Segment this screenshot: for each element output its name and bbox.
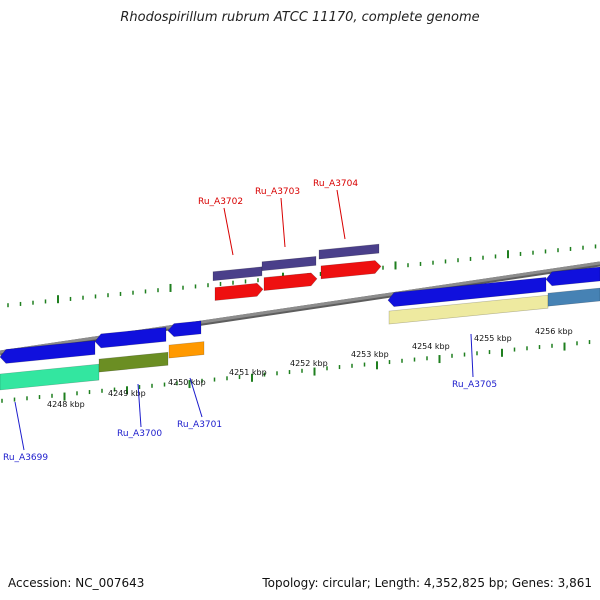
leader-line — [223, 207, 234, 256]
scale-label: 4250 kbp — [168, 378, 206, 387]
feature-band — [318, 243, 380, 260]
scale-label: 4251 kbp — [229, 368, 267, 377]
scale-label: 4248 kbp — [47, 400, 85, 409]
scale-label: 4255 kbp — [474, 334, 512, 343]
leader-line — [470, 333, 474, 378]
scale-label: 4254 kbp — [412, 342, 450, 351]
gene-label-Ru_A3704: Ru_A3704 — [313, 179, 358, 189]
gene-Ru_A3700 — [94, 327, 167, 349]
feature-band — [545, 266, 600, 287]
gene-label-Ru_A3701: Ru_A3701 — [177, 420, 222, 430]
gene-Ru_A3699 — [0, 340, 96, 364]
gene-Ru_A3702 — [214, 282, 264, 301]
gene-label-Ru_A3700: Ru_A3700 — [117, 429, 162, 439]
genome-summary-text: Topology: circular; Length: 4,352,825 bp… — [262, 576, 592, 590]
gene-Ru_A3703 — [263, 272, 318, 291]
gene-label-Ru_A3699: Ru_A3699 — [3, 453, 48, 463]
scale-label: 4252 kbp — [290, 359, 328, 368]
scale-label: 4253 kbp — [351, 350, 389, 359]
leader-line — [189, 377, 203, 418]
gene-label-Ru_A3705: Ru_A3705 — [452, 380, 497, 390]
genome-title: Rhodospirillum rubrum ATCC 11170, comple… — [120, 10, 480, 25]
gene-label-Ru_A3703: Ru_A3703 — [255, 187, 300, 197]
leader-line — [137, 383, 142, 428]
scale-label: 4249 kbp — [108, 389, 146, 398]
feature-band — [98, 351, 169, 373]
leader-line — [336, 189, 346, 240]
leader-line — [280, 197, 286, 248]
feature-band — [212, 266, 263, 282]
feature-band — [547, 287, 600, 307]
leader-line — [14, 401, 25, 451]
feature-band — [0, 363, 100, 391]
feature-band — [261, 256, 317, 272]
feature-band — [168, 341, 205, 359]
accession-text: Accession: NC_007643 — [8, 576, 145, 590]
scale-label: 4256 kbp — [535, 327, 573, 336]
feature-band — [388, 294, 549, 325]
gene-label-Ru_A3702: Ru_A3702 — [198, 197, 243, 207]
gene-Ru_A3704 — [320, 260, 382, 280]
gene-Ru_A3705 — [387, 277, 547, 307]
gene-Ru_A3701 — [167, 320, 202, 337]
